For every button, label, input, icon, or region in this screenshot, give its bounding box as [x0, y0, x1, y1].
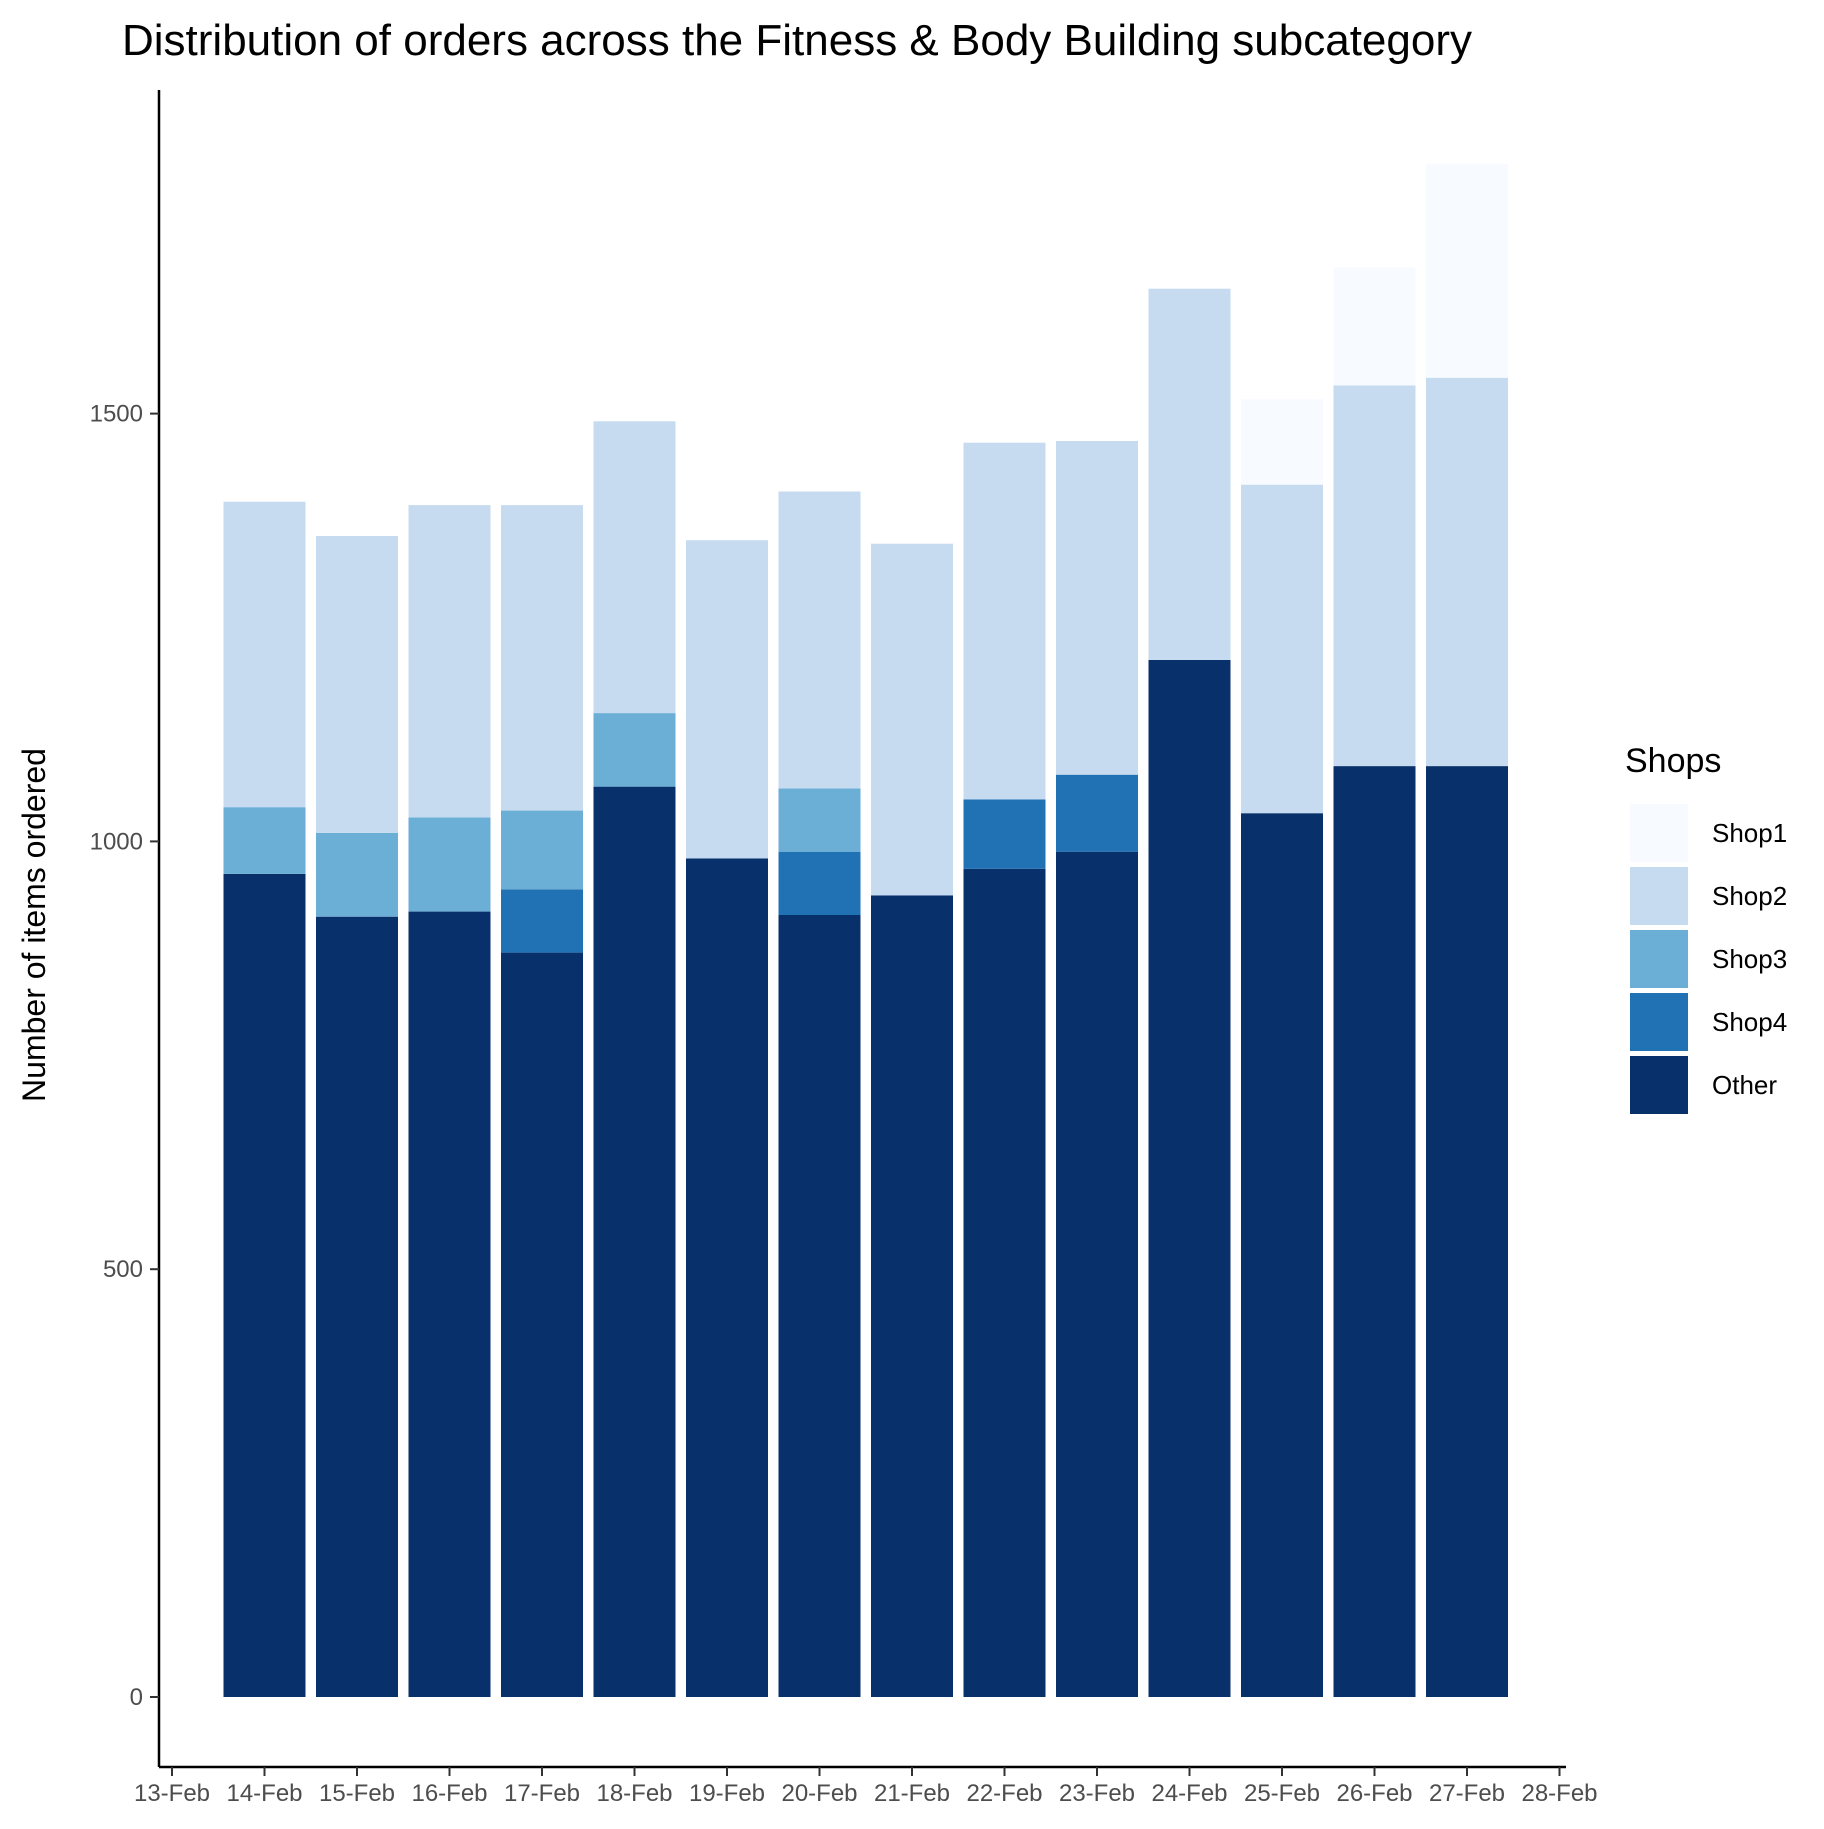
- legend: Shops Shop1 Shop2 Shop3 Shop4 Other: [1625, 742, 1787, 1114]
- bar-other-20-feb: [778, 915, 861, 1697]
- bar-other-17-feb: [501, 952, 583, 1697]
- bar-shop3-14-feb: [223, 807, 306, 874]
- y-tick-label-1500: 1500: [90, 401, 143, 428]
- y-tick-label-0: 0: [130, 1684, 143, 1711]
- x-tick-label-24-feb: 24-Feb: [1151, 1780, 1227, 1807]
- bar-shop1-27-feb: [1426, 163, 1508, 378]
- bar-shop2-18-feb: [593, 421, 676, 714]
- bar-shop2-15-feb: [316, 536, 398, 833]
- bar-shop3-20-feb: [778, 788, 861, 852]
- bar-shop2-24-feb: [1148, 288, 1231, 660]
- bar-shop3-18-feb: [593, 713, 676, 787]
- x-tick-label-25-feb: 25-Feb: [1244, 1780, 1320, 1807]
- bar-shop2-22-feb: [963, 442, 1046, 800]
- bar-other-27-feb: [1426, 766, 1508, 1697]
- bar-other-22-feb: [963, 868, 1046, 1697]
- x-tick-label-18-feb: 18-Feb: [596, 1780, 672, 1807]
- x-tick-label-16-feb: 16-Feb: [411, 1780, 487, 1807]
- legend-key-shop4: [1630, 993, 1688, 1051]
- bar-shop3-17-feb: [501, 810, 583, 890]
- bar-other-25-feb: [1241, 813, 1323, 1697]
- bar-shop2-14-feb: [223, 501, 306, 808]
- bar-shop2-19-feb: [686, 540, 768, 859]
- legend-label-shop4: Shop4: [1712, 1007, 1787, 1037]
- x-tick-label-27-feb: 27-Feb: [1429, 1780, 1505, 1807]
- bar-shop2-17-feb: [501, 505, 583, 811]
- legend-label-shop2: Shop2: [1712, 881, 1787, 911]
- bar-other-26-feb: [1333, 766, 1416, 1697]
- x-tick-label-22-feb: 22-Feb: [966, 1780, 1042, 1807]
- chart-title: Distribution of orders across the Fitnes…: [122, 16, 1472, 65]
- bar-shop4-20-feb: [778, 851, 861, 915]
- x-tick-label-17-feb: 17-Feb: [504, 1780, 580, 1807]
- bar-shop3-15-feb: [316, 832, 398, 917]
- bar-shop2-16-feb: [408, 505, 491, 818]
- x-tick-label-21-feb: 21-Feb: [874, 1780, 950, 1807]
- x-tick-label-23-feb: 23-Feb: [1059, 1780, 1135, 1807]
- y-tick-label-1000: 1000: [90, 828, 143, 855]
- bar-other-23-feb: [1056, 851, 1138, 1697]
- bar-shop1-25-feb: [1241, 399, 1323, 485]
- bar-shop2-21-feb: [871, 543, 953, 896]
- legend-key-shop1: [1630, 804, 1688, 862]
- bar-other-15-feb: [316, 916, 398, 1697]
- x-tick-label-26-feb: 26-Feb: [1336, 1780, 1412, 1807]
- axes: 0 500 1000 1500 13-Feb 14-Feb 15-Feb 16-Feb 17-F…: [90, 90, 1598, 1807]
- legend-key-other: [1630, 1056, 1688, 1114]
- x-tick-label-19-feb: 19-Feb: [689, 1780, 765, 1807]
- x-tick-label-20-feb: 20-Feb: [781, 1780, 857, 1807]
- y-axis-title: Number of items ordered: [16, 748, 52, 1102]
- bar-shop4-17-feb: [501, 889, 583, 953]
- bar-shop2-27-feb: [1426, 377, 1508, 767]
- bar-other-21-feb: [871, 895, 953, 1697]
- bar-shop2-23-feb: [1056, 441, 1138, 775]
- x-tick-label-14-feb: 14-Feb: [226, 1780, 302, 1807]
- x-tick-label-28-feb: 28-Feb: [1521, 1780, 1597, 1807]
- y-tick-label-500: 500: [103, 1256, 143, 1283]
- bar-shop1-26-feb: [1333, 267, 1416, 386]
- bar-shop3-16-feb: [408, 817, 491, 912]
- legend-key-shop3: [1630, 930, 1688, 988]
- legend-label-shop3: Shop3: [1712, 944, 1787, 974]
- x-tick-label-13-feb: 13-Feb: [134, 1780, 210, 1807]
- bar-other-19-feb: [686, 858, 768, 1697]
- legend-key-shop2: [1630, 867, 1688, 925]
- bar-shop2-20-feb: [778, 491, 861, 789]
- bar-other-16-feb: [408, 911, 491, 1697]
- x-tick-label-15-feb: 15-Feb: [319, 1780, 395, 1807]
- plot-area: [223, 163, 1508, 1697]
- bar-shop2-25-feb: [1241, 484, 1323, 814]
- bar-shop4-22-feb: [963, 799, 1046, 869]
- legend-label-shop1: Shop1: [1712, 818, 1787, 848]
- bar-shop2-26-feb: [1333, 385, 1416, 767]
- legend-title: Shops: [1625, 742, 1721, 780]
- bar-other-24-feb: [1148, 660, 1231, 1697]
- legend-label-other: Other: [1712, 1070, 1777, 1100]
- bar-other-14-feb: [223, 873, 306, 1697]
- bar-other-18-feb: [593, 786, 676, 1697]
- bar-shop4-23-feb: [1056, 774, 1138, 852]
